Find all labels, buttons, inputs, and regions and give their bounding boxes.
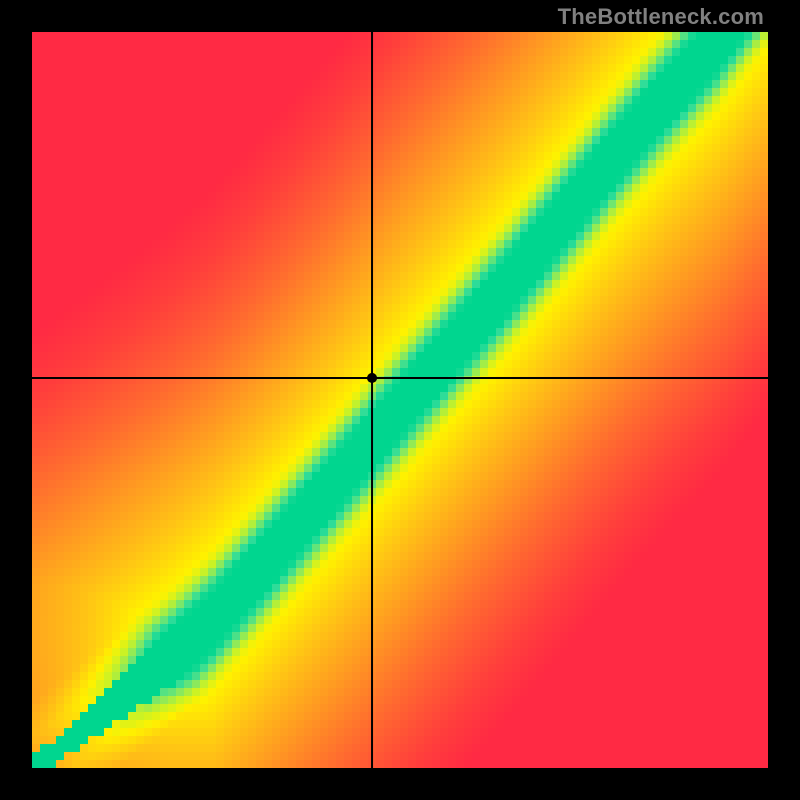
bottleneck-heatmap [0, 0, 800, 800]
watermark-text: TheBottleneck.com [558, 4, 764, 30]
chart-frame: TheBottleneck.com [0, 0, 800, 800]
